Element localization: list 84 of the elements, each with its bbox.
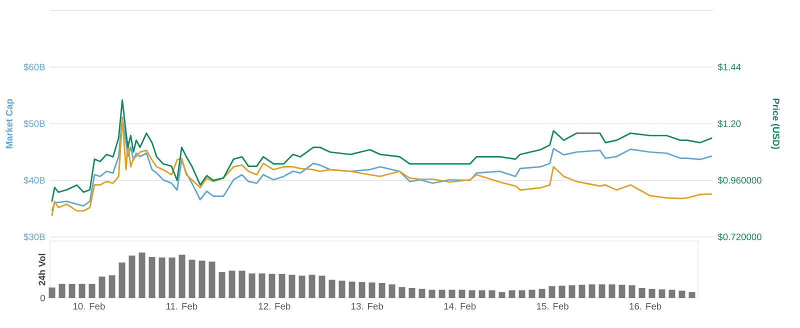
y2-tick-label: $0.960000 [718,176,762,184]
bar [518,290,526,298]
bar [388,284,396,298]
bar [248,273,256,298]
y-tick-label: $60B [24,63,45,71]
bar [318,276,326,298]
bar [508,290,516,298]
bar [188,260,196,298]
bar [398,287,406,298]
bar [568,285,576,298]
x-tick-label: 11. Feb [166,302,198,310]
bar [368,282,376,298]
bar [208,262,216,298]
bar [338,280,346,298]
bar [308,274,316,298]
bar [528,290,536,298]
bar [118,262,126,298]
bar [138,252,146,298]
bar [478,290,486,298]
bar [128,256,136,298]
bar [218,272,226,298]
bar [438,290,446,298]
bar [258,273,266,298]
bar [468,290,476,298]
bar [408,288,416,298]
bar [358,282,366,298]
bar [498,292,506,298]
bar [588,284,596,298]
bar [298,276,306,298]
bar [328,280,336,298]
x-tick-label: 14. Feb [444,302,476,310]
bar [228,270,236,298]
bar [418,288,426,298]
x-tick-label: 13. Feb [352,302,383,310]
bar [538,288,546,298]
bar [238,270,246,298]
bar [148,257,156,298]
bar [108,275,116,298]
y-tick-label: $50B [24,120,45,128]
y2-tick-label: $1.20 [718,120,741,128]
bar [598,284,606,298]
bar [618,284,626,298]
y-tick-label: $30B [24,233,45,241]
bar [268,274,276,298]
bar [378,282,386,298]
bar [648,288,656,298]
bar [448,290,456,298]
bar [658,289,666,298]
bar [288,274,296,298]
y2-axis-title: Price (USD) [770,98,780,149]
x-tick-label: 16. Feb [630,302,662,310]
bar [48,288,56,298]
bar [488,290,496,298]
bar [558,286,566,298]
y2-tick-label: $0.720000 [718,233,762,241]
y-tick-label: $40B [24,176,45,184]
x-tick-label: 10. Feb [73,302,105,310]
bar [458,290,466,298]
bar [198,260,206,298]
y2-tick-label: $1.44 [718,63,741,71]
y-axis-title: Market Cap [6,98,14,148]
bar [678,290,686,298]
bar [428,290,436,298]
bar [638,288,646,298]
text: 0 [40,294,45,302]
bar [578,284,586,298]
bar [88,284,96,298]
bar [178,254,186,298]
bar [548,286,556,298]
bar [628,285,636,298]
bar [278,274,286,298]
bar [158,257,166,298]
x-tick-label: 15. Feb [537,302,568,310]
bar [68,284,76,298]
bar [58,284,66,298]
bar [168,257,176,298]
bar [608,284,616,298]
x-tick-label: 12. Feb [258,302,290,310]
bar [668,290,676,298]
bar [348,282,356,298]
bar [688,292,696,298]
bar [78,284,86,298]
y-axis-title: 24h Vol [38,254,46,286]
bar [98,276,106,298]
